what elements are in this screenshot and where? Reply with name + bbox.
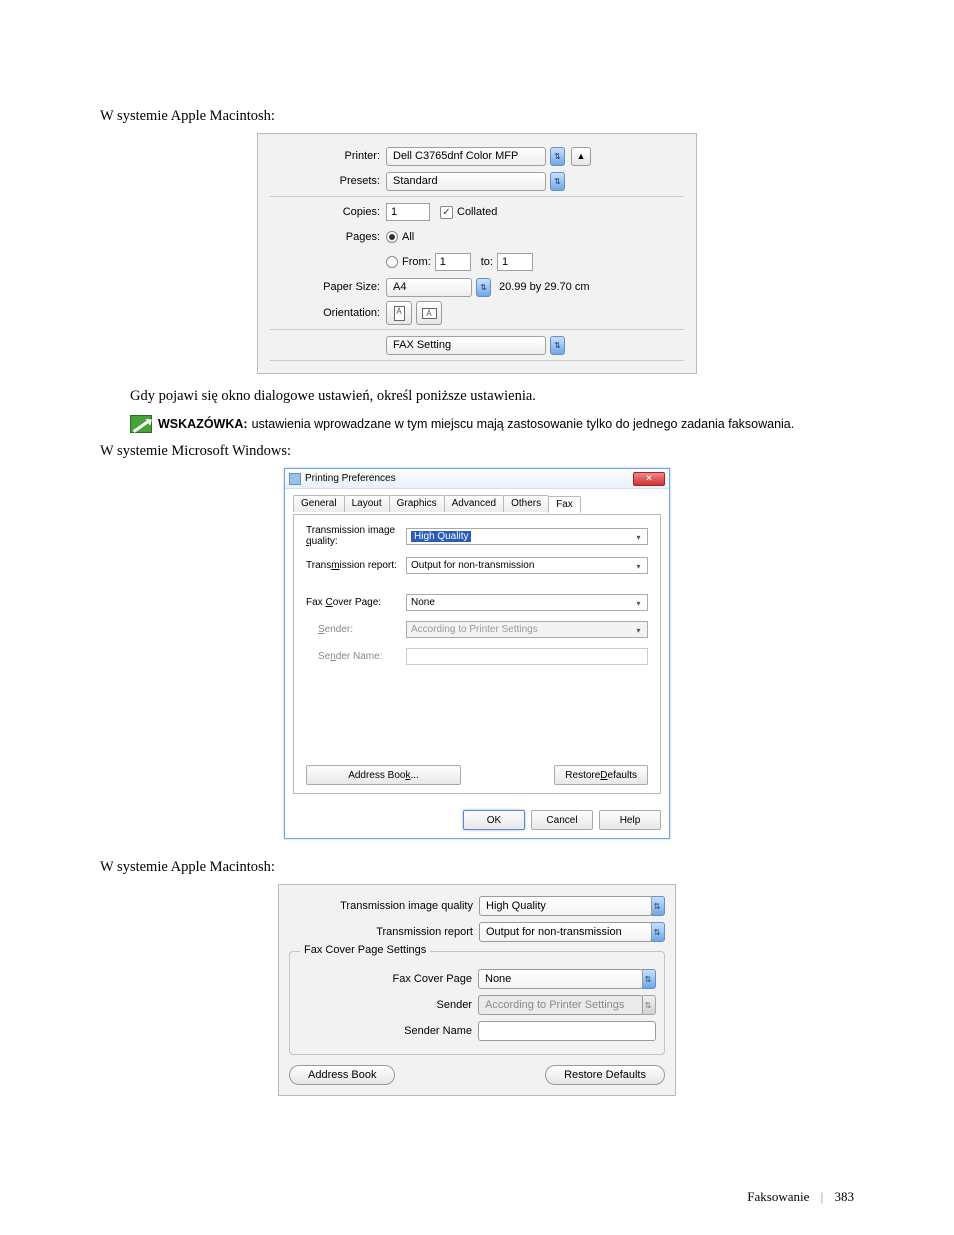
orientation-portrait-button[interactable]: À (386, 301, 412, 325)
fax-tab-panel: Transmission image quality: High Quality… (293, 514, 661, 794)
orientation-landscape-button[interactable]: À (416, 301, 442, 325)
page-footer: Faksowanie | 383 (747, 1189, 854, 1205)
dialog-instruction-text: Gdy pojawi się okno dialogowe ustawień, … (130, 388, 854, 405)
label-presets: Presets: (270, 175, 386, 187)
sender-combo: According to Printer Settings ▾ (406, 621, 648, 638)
tab-bar: General Layout Graphics Advanced Others … (293, 495, 661, 512)
tab-others[interactable]: Others (503, 495, 549, 512)
address-book-button-mac[interactable]: Address Book (289, 1065, 395, 1085)
tab-fax[interactable]: Fax (548, 496, 581, 513)
chevron-down-icon: ▾ (632, 560, 645, 573)
label-copies: Copies: (270, 206, 386, 218)
restore-defaults-button[interactable]: Restore Defaults (554, 765, 648, 785)
label-sender-mac: Sender (298, 999, 478, 1011)
pages-all-radio[interactable] (386, 231, 398, 243)
trans-report-select-mac[interactable]: Output for non-transmission (479, 922, 652, 942)
address-book-button[interactable]: Address Book... (306, 765, 461, 785)
group-title: Fax Cover Page Settings (300, 944, 430, 956)
cancel-button[interactable]: Cancel (531, 810, 593, 830)
from-input[interactable] (435, 253, 471, 271)
label-sender-name: Sender Name: (306, 651, 406, 662)
label-trans-quality: Transmission image quality: (306, 525, 406, 547)
label-sender: Sender: (306, 624, 406, 635)
expand-button[interactable]: ▲ (571, 147, 591, 166)
tab-general[interactable]: General (293, 495, 345, 512)
paper-size-select[interactable]: A4 (386, 278, 472, 297)
label-printer: Printer: (270, 150, 386, 162)
label-from: From: (402, 256, 431, 268)
restore-defaults-button-mac[interactable]: Restore Defaults (545, 1065, 665, 1085)
title-text: Printing Preferences (305, 473, 396, 484)
paper-dimensions-text: 20.99 by 29.70 cm (499, 281, 590, 293)
dropdown-arrows-icon[interactable]: ⇅ (476, 278, 491, 297)
trans-quality-combo[interactable]: High Quality ▾ (406, 528, 648, 545)
app-icon (289, 473, 301, 485)
label-all: All (402, 231, 414, 243)
printer-select[interactable]: Dell C3765dnf Color MFP (386, 147, 546, 166)
label-orientation: Orientation: (270, 307, 386, 319)
note-label: WSKAZÓWKA: (158, 417, 248, 431)
pages-range-radio[interactable] (386, 256, 398, 268)
cover-page-select-mac[interactable]: None (478, 969, 643, 989)
trans-quality-select-mac[interactable]: High Quality (479, 896, 652, 916)
label-paper-size: Paper Size: (270, 281, 386, 293)
pencil-icon (130, 415, 152, 433)
heading-mac-2: W systemie Apple Macintosh: (100, 859, 854, 876)
note-body: ustawienia wprowadzane w tym miejscu maj… (252, 417, 795, 431)
mac-fax-settings-panel: Transmission image quality High Quality … (278, 884, 676, 1096)
sender-name-input[interactable] (406, 648, 648, 665)
copies-input[interactable] (386, 203, 430, 221)
label-to: to: (481, 256, 493, 268)
tab-graphics[interactable]: Graphics (389, 495, 445, 512)
cover-page-group: Fax Cover Page Settings Fax Cover Page N… (289, 951, 665, 1055)
heading-windows: W systemie Microsoft Windows: (100, 443, 854, 460)
help-button[interactable]: Help (599, 810, 661, 830)
label-trans-report: Transmission report: (306, 560, 406, 571)
dropdown-arrows-icon[interactable]: ⇅ (550, 147, 565, 166)
chevron-down-icon: ▾ (632, 597, 645, 610)
cover-page-combo[interactable]: None ▾ (406, 594, 648, 611)
note-line: WSKAZÓWKA: ustawienia wprowadzane w tym … (130, 415, 854, 433)
sender-select-mac: According to Printer Settings (478, 995, 643, 1015)
trans-report-combo[interactable]: Output for non-transmission ▾ (406, 557, 648, 574)
chevron-down-icon: ▾ (632, 531, 645, 544)
heading-mac-1: W systemie Apple Macintosh: (100, 108, 854, 125)
dropdown-arrows-icon[interactable]: ⇅ (550, 336, 565, 355)
label-cover-page: Fax Cover Page: (306, 597, 406, 608)
label-trans-quality-mac: Transmission image quality (289, 900, 479, 912)
label-pages: Pages: (270, 231, 386, 243)
tab-advanced[interactable]: Advanced (444, 495, 504, 512)
label-trans-report-mac: Transmission report (289, 926, 479, 938)
close-button[interactable]: ✕ (633, 472, 665, 486)
to-input[interactable] (497, 253, 533, 271)
title-bar: Printing Preferences ✕ (285, 469, 669, 489)
chevron-down-icon: ▾ (632, 624, 645, 637)
collated-checkbox[interactable]: ✓ (440, 206, 453, 219)
label-sender-name-mac: Sender Name (298, 1025, 478, 1037)
section-select[interactable]: FAX Setting (386, 336, 546, 355)
presets-select[interactable]: Standard (386, 172, 546, 191)
label-collated: Collated (457, 206, 497, 218)
footer-section: Faksowanie (747, 1189, 809, 1204)
ok-button[interactable]: OK (463, 810, 525, 830)
tab-layout[interactable]: Layout (344, 495, 390, 512)
windows-printing-preferences-dialog: Printing Preferences ✕ General Layout Gr… (284, 468, 670, 839)
footer-page-number: 383 (835, 1189, 855, 1204)
dropdown-arrows-icon[interactable]: ⇅ (550, 172, 565, 191)
sender-name-input-mac[interactable] (478, 1021, 656, 1041)
label-cover-page-mac: Fax Cover Page (298, 973, 478, 985)
mac-print-dialog: Printer: Dell C3765dnf Color MFP ⇅ ▲ Pre… (257, 133, 697, 374)
